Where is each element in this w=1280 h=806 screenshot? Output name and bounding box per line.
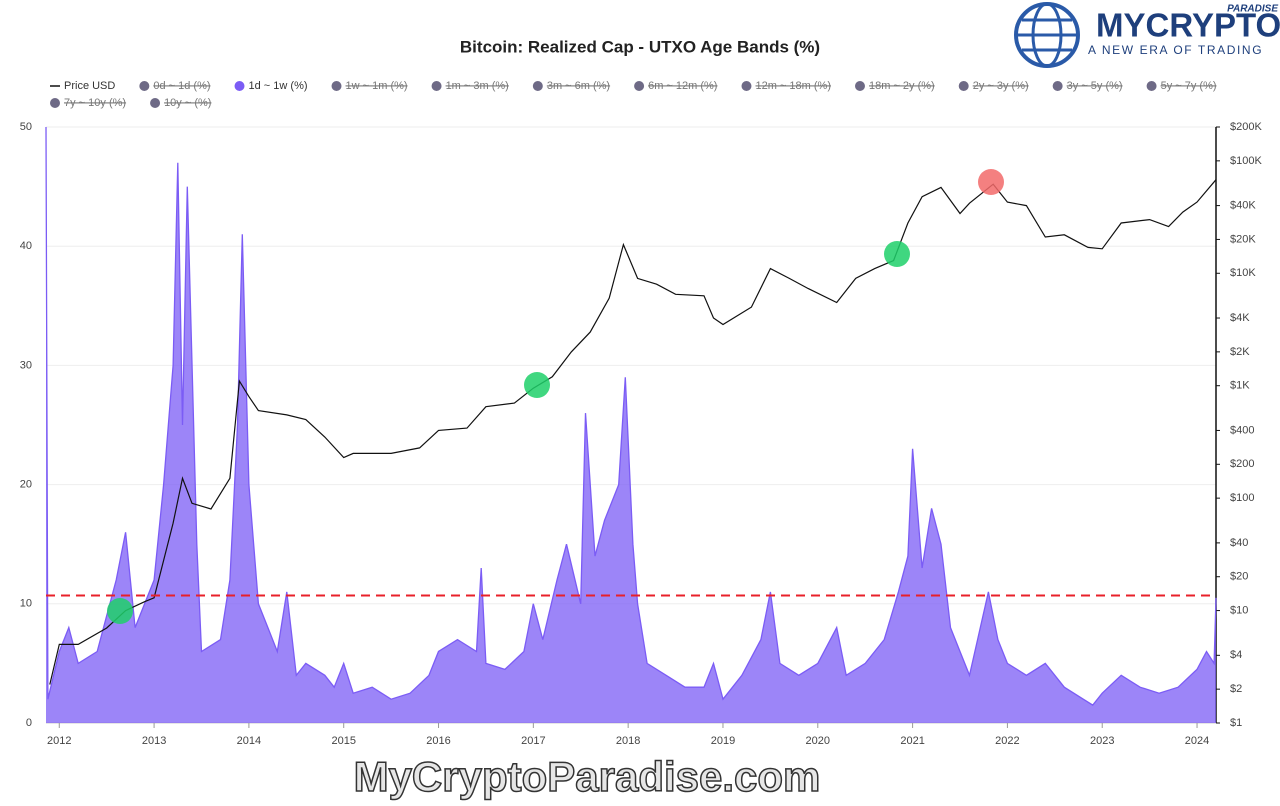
legend-swatch bbox=[854, 81, 865, 91]
x-tick-label: 2022 bbox=[995, 735, 1019, 747]
legend-label: 5y ~ 7y (%) bbox=[1161, 80, 1217, 92]
y-tick-label: 10 bbox=[20, 598, 32, 610]
legend-label: 10y ~ (%) bbox=[164, 97, 211, 109]
legend-label: 3m ~ 6m (%) bbox=[547, 80, 610, 92]
legend-label: 1m ~ 3m (%) bbox=[446, 80, 509, 92]
y-tick-label: 20 bbox=[20, 479, 32, 491]
legend-item[interactable]: 1d ~ 1w (%) bbox=[234, 80, 308, 92]
x-tick-label: 2024 bbox=[1185, 735, 1209, 747]
legend-item[interactable]: 3m ~ 6m (%) bbox=[532, 80, 610, 92]
legend-swatch bbox=[958, 81, 969, 91]
legend-label: 3y ~ 5y (%) bbox=[1067, 80, 1123, 92]
legend-label: 0d ~ 1d (%) bbox=[153, 80, 210, 92]
y2-tick-label: $20 bbox=[1230, 571, 1248, 583]
legend-swatch bbox=[331, 81, 342, 91]
y2-tick-label: $100 bbox=[1230, 492, 1254, 504]
y2-tick-label: $1 bbox=[1230, 717, 1242, 729]
x-tick-label: 2013 bbox=[142, 735, 166, 747]
x-tick-label: 2021 bbox=[900, 735, 924, 747]
y2-tick-label: $4 bbox=[1230, 649, 1242, 661]
y2-tick-label: $2K bbox=[1230, 346, 1250, 358]
y2-tick-label: $200K bbox=[1230, 121, 1262, 133]
x-tick-label: 2017 bbox=[521, 735, 545, 747]
highlight-circle bbox=[107, 598, 133, 624]
highlight-circle bbox=[884, 241, 910, 267]
highlight-circle bbox=[978, 169, 1004, 195]
x-tick-label: 2012 bbox=[47, 735, 71, 747]
legend-item[interactable]: 10y ~ (%) bbox=[150, 97, 211, 109]
area-line bbox=[45, 126, 1217, 706]
y2-tick-label: $40K bbox=[1230, 199, 1256, 211]
y2-tick-label: $40 bbox=[1230, 537, 1248, 549]
legend-item[interactable]: 5y ~ 7y (%) bbox=[1146, 80, 1217, 92]
area-fill bbox=[46, 127, 1216, 723]
legend-swatch bbox=[741, 81, 752, 91]
legend-item[interactable]: 3y ~ 5y (%) bbox=[1052, 80, 1123, 92]
logo: MYCRYPTO PARADISE A NEW ERA OF TRADING bbox=[1014, 2, 1280, 68]
y-tick-label: 50 bbox=[20, 121, 32, 133]
legend-item[interactable]: 12m ~ 18m (%) bbox=[741, 80, 831, 92]
legend-label: 6m ~ 12m (%) bbox=[648, 80, 717, 92]
x-tick-label: 2014 bbox=[237, 735, 261, 747]
legend-label: 2y ~ 3y (%) bbox=[973, 80, 1029, 92]
legend-swatch bbox=[139, 81, 150, 91]
y-tick-label: 30 bbox=[20, 359, 32, 371]
legend-swatch bbox=[1146, 81, 1157, 91]
y2-tick-label: $10 bbox=[1230, 604, 1248, 616]
legend-label: Price USD bbox=[64, 80, 115, 92]
legend: Price USD 0d ~ 1d (%) 1d ~ 1w (%) 1w ~ 1m (… bbox=[50, 80, 1217, 109]
legend-item[interactable]: 1m ~ 3m (%) bbox=[431, 80, 509, 92]
legend-swatch bbox=[150, 98, 161, 108]
price-line bbox=[49, 179, 1217, 685]
legend-item[interactable]: 0d ~ 1d (%) bbox=[139, 80, 211, 92]
annotation-circles bbox=[107, 169, 1004, 624]
legend-label: 1d ~ 1w (%) bbox=[249, 80, 308, 92]
watermark: MyCryptoParadise.com bbox=[354, 753, 821, 800]
x-tick-label: 2020 bbox=[806, 735, 830, 747]
legend-label: 12m ~ 18m (%) bbox=[755, 80, 831, 92]
legend-label: 18m ~ 2y (%) bbox=[869, 80, 935, 92]
legend-swatch bbox=[634, 81, 645, 91]
x-tick-label: 2018 bbox=[616, 735, 640, 747]
y2-tick-label: $10K bbox=[1230, 267, 1256, 279]
legend-item[interactable]: 6m ~ 12m (%) bbox=[634, 80, 717, 92]
x-tick-label: 2023 bbox=[1090, 735, 1114, 747]
logo-slogan: A NEW ERA OF TRADING bbox=[1088, 43, 1263, 57]
plot-area: 0 10 20 30 40 50 $1 $2 $4 $10 $20 $40 $100 $200 $400 $1… bbox=[20, 121, 1263, 747]
legend-swatch bbox=[532, 81, 543, 91]
legend-item[interactable]: 18m ~ 2y (%) bbox=[854, 80, 935, 92]
highlight-circle bbox=[524, 372, 550, 398]
logo-brand: MYCRYPTO bbox=[1096, 7, 1280, 44]
legend-label: 7y ~ 10y (%) bbox=[64, 97, 126, 109]
y2-tick-label: $400 bbox=[1230, 424, 1254, 436]
y2-tick-label: $100K bbox=[1230, 155, 1262, 167]
logo-tag: PARADISE bbox=[1227, 4, 1278, 15]
y2-tick-label: $200 bbox=[1230, 458, 1254, 470]
y-tick-label: 0 bbox=[26, 717, 32, 729]
legend-label: 1w ~ 1m (%) bbox=[346, 80, 408, 92]
y2-tick-label: $4K bbox=[1230, 312, 1250, 324]
legend-item[interactable]: 7y ~ 10y (%) bbox=[50, 97, 126, 109]
y2-tick-label: $2 bbox=[1230, 683, 1242, 695]
legend-item[interactable]: 1w ~ 1m (%) bbox=[331, 80, 408, 92]
y2-tick-label: $20K bbox=[1230, 233, 1256, 245]
legend-swatch bbox=[1052, 81, 1063, 91]
y-tick-label: 40 bbox=[20, 240, 32, 252]
chart-title: Bitcoin: Realized Cap - UTXO Age Bands (… bbox=[460, 37, 820, 56]
y2-tick-label: $1K bbox=[1230, 380, 1250, 392]
legend-swatch bbox=[50, 98, 60, 108]
legend-swatch bbox=[431, 81, 442, 91]
legend-item[interactable]: 2y ~ 3y (%) bbox=[958, 80, 1029, 92]
x-tick-label: 2016 bbox=[426, 735, 450, 747]
legend-swatch bbox=[234, 81, 245, 91]
legend-item[interactable]: Price USD bbox=[50, 80, 115, 92]
x-tick-label: 2015 bbox=[331, 735, 355, 747]
x-tick-label: 2019 bbox=[711, 735, 735, 747]
